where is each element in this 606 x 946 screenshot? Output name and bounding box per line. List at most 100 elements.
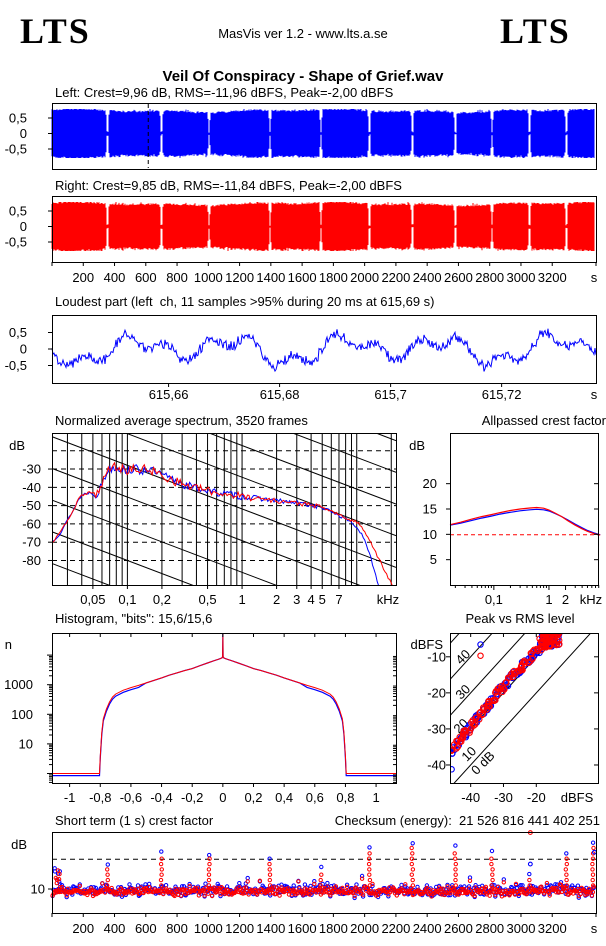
svg-text:1200: 1200 xyxy=(225,921,254,936)
svg-text:1000: 1000 xyxy=(194,270,223,285)
short-term-crest-plot: 10 200 400 600 800 1000 1200 1400 1600 1800 2000 22… xyxy=(11,830,598,936)
svg-text:-40: -40 xyxy=(427,757,446,772)
svg-text:2000: 2000 xyxy=(350,921,379,936)
svg-text:s: s xyxy=(591,387,598,402)
svg-text:0,1: 0,1 xyxy=(485,592,503,607)
svg-text:-20: -20 xyxy=(527,790,546,805)
svg-text:dBFS: dBFS xyxy=(410,637,443,652)
svg-text:-80: -80 xyxy=(22,553,41,568)
svg-text:2400: 2400 xyxy=(413,270,442,285)
svg-text:10: 10 xyxy=(19,736,33,751)
svg-text:dBFS: dBFS xyxy=(561,790,594,805)
checksum-label: Checksum (energy): 21 526 816 441 402 25… xyxy=(334,813,600,828)
svg-text:600: 600 xyxy=(135,921,157,936)
svg-text:100: 100 xyxy=(11,707,33,722)
svg-text:2400: 2400 xyxy=(413,921,442,936)
svg-text:0,5: 0,5 xyxy=(9,325,27,340)
svg-text:615,68: 615,68 xyxy=(260,387,300,402)
svg-text:2800: 2800 xyxy=(475,270,504,285)
svg-text:10: 10 xyxy=(31,882,45,897)
svg-text:2800: 2800 xyxy=(475,921,504,936)
svg-text:1000: 1000 xyxy=(4,677,33,692)
histogram-title: Histogram, "bits": 15,6/15,6 xyxy=(55,611,213,626)
svg-text:615,7: 615,7 xyxy=(374,387,407,402)
svg-text:-0,5: -0,5 xyxy=(5,358,27,373)
svg-text:1800: 1800 xyxy=(319,921,348,936)
svg-text:20: 20 xyxy=(423,476,437,491)
loudest-part-plot: 0,5 0-0,5 615,66 615,68 615,7 615,72 s xyxy=(5,315,598,402)
svg-text:1400: 1400 xyxy=(256,270,285,285)
svg-text:3000: 3000 xyxy=(507,270,536,285)
svg-text:-30: -30 xyxy=(427,721,446,736)
svg-text:0,5: 0,5 xyxy=(9,204,27,219)
svg-text:3000: 3000 xyxy=(507,921,536,936)
svg-text:1800: 1800 xyxy=(319,270,348,285)
svg-text:-1: -1 xyxy=(64,790,76,805)
svg-text:-40: -40 xyxy=(22,480,41,495)
svg-text:-0,2: -0,2 xyxy=(181,790,203,805)
svg-text:2: 2 xyxy=(562,592,569,607)
svg-text:0,2: 0,2 xyxy=(244,790,262,805)
svg-text:-70: -70 xyxy=(22,535,41,550)
svg-text:dB: dB xyxy=(409,438,425,453)
svg-text:1600: 1600 xyxy=(288,921,317,936)
svg-text:600: 600 xyxy=(135,270,157,285)
svg-text:1: 1 xyxy=(545,592,552,607)
svg-text:200: 200 xyxy=(72,270,94,285)
svg-text:-60: -60 xyxy=(22,516,41,531)
svg-text:5: 5 xyxy=(319,592,326,607)
svg-text:30: 30 xyxy=(452,681,473,702)
svg-text:15: 15 xyxy=(423,502,437,517)
svg-text:3200: 3200 xyxy=(538,921,567,936)
left-wave-title: Left: Crest=9,96 dB, RMS=-11,96 dBFS, Pe… xyxy=(55,85,394,100)
svg-text:800: 800 xyxy=(166,921,188,936)
svg-text:0,1: 0,1 xyxy=(118,592,136,607)
peak-rms-title: Peak vs RMS level xyxy=(465,611,575,626)
allpassed-title: Allpassed crest factor xyxy=(481,413,606,428)
svg-text:1400: 1400 xyxy=(256,921,285,936)
spectrum-plot: -30 -40 -50 -60 -70 -80 0,05 0,1 0,2 0,5 1 2 3 4 5 7 kHz… xyxy=(9,433,399,607)
spectrum-title: Normalized average spectrum, 3520 frames xyxy=(55,413,308,428)
loudest-title: Loudest part (left ch, 11 samples >95% d… xyxy=(55,294,435,309)
svg-text:400: 400 xyxy=(104,921,126,936)
svg-text:2600: 2600 xyxy=(444,921,473,936)
svg-text:0: 0 xyxy=(20,342,27,357)
svg-text:10: 10 xyxy=(423,527,437,542)
svg-text:2000: 2000 xyxy=(350,270,379,285)
logo-right: LTS xyxy=(500,11,571,51)
svg-text:0: 0 xyxy=(20,126,27,141)
svg-text:dB: dB xyxy=(11,837,27,852)
svg-text:-10: -10 xyxy=(427,649,446,664)
svg-text:2600: 2600 xyxy=(444,270,473,285)
svg-text:-0,8: -0,8 xyxy=(89,790,111,805)
svg-text:-40: -40 xyxy=(461,790,480,805)
svg-text:-0,6: -0,6 xyxy=(120,790,142,805)
svg-text:kHz: kHz xyxy=(580,592,602,607)
svg-text:2: 2 xyxy=(273,592,280,607)
histogram-plot: 1000 100 10 -1 -0,8 -0,6 -0,4 -0,2 0 0,2 0,4 0,6 0,8… xyxy=(4,633,397,805)
svg-text:800: 800 xyxy=(166,270,188,285)
svg-text:2200: 2200 xyxy=(381,270,410,285)
svg-text:0,5: 0,5 xyxy=(199,592,217,607)
right-wave-title: Right: Crest=9,85 dB, RMS=-11,84 dBFS, P… xyxy=(55,178,402,193)
svg-text:-50: -50 xyxy=(22,498,41,513)
svg-text:-30: -30 xyxy=(494,790,513,805)
svg-text:n: n xyxy=(5,637,12,652)
svg-text:0: 0 xyxy=(20,219,27,234)
svg-text:s: s xyxy=(591,270,598,285)
masthead: MasVis ver 1.2 - www.lts.a.se xyxy=(218,26,388,41)
svg-text:s: s xyxy=(591,921,598,936)
svg-text:1000: 1000 xyxy=(194,921,223,936)
svg-text:-20: -20 xyxy=(427,685,446,700)
svg-text:615,66: 615,66 xyxy=(149,387,189,402)
svg-text:0,4: 0,4 xyxy=(275,790,293,805)
svg-text:-0,5: -0,5 xyxy=(5,235,27,250)
svg-text:2200: 2200 xyxy=(381,921,410,936)
svg-text:kHz: kHz xyxy=(377,592,399,607)
svg-text:1: 1 xyxy=(238,592,245,607)
svg-text:1600: 1600 xyxy=(288,270,317,285)
svg-text:1: 1 xyxy=(372,790,379,805)
